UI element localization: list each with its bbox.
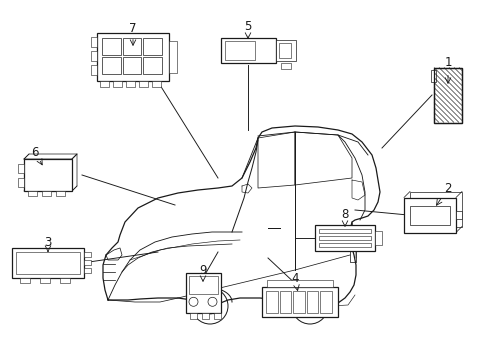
Bar <box>143 38 162 55</box>
Bar <box>42 191 51 196</box>
Bar <box>265 291 277 313</box>
Bar <box>97 33 169 81</box>
Bar <box>100 81 109 87</box>
Bar <box>409 206 449 225</box>
Text: 5: 5 <box>244 19 251 32</box>
Bar <box>18 164 24 173</box>
Bar <box>84 268 91 273</box>
Bar <box>433 68 461 122</box>
Bar <box>188 276 217 294</box>
Bar <box>275 40 295 60</box>
Bar <box>189 313 196 319</box>
Bar <box>152 81 161 87</box>
Bar <box>16 252 80 274</box>
Text: 3: 3 <box>44 235 52 248</box>
Text: 7: 7 <box>129 22 137 35</box>
Text: 2: 2 <box>443 181 451 194</box>
Bar <box>201 313 208 319</box>
Bar <box>433 68 461 122</box>
Bar <box>318 243 370 247</box>
Bar <box>455 211 461 219</box>
Bar <box>20 278 30 283</box>
Bar <box>314 225 374 251</box>
Text: 8: 8 <box>341 208 348 221</box>
Bar <box>122 57 141 74</box>
Bar <box>24 159 72 191</box>
Bar <box>91 51 97 61</box>
Bar <box>113 81 122 87</box>
Bar <box>102 38 121 55</box>
Bar <box>213 313 220 319</box>
Bar <box>60 278 70 283</box>
Bar <box>28 191 37 196</box>
Text: 4: 4 <box>291 271 298 284</box>
Bar <box>91 65 97 75</box>
Bar <box>185 273 220 313</box>
Bar <box>139 81 148 87</box>
Bar <box>306 291 318 313</box>
Bar <box>102 57 121 74</box>
Bar <box>320 291 331 313</box>
Bar <box>126 81 135 87</box>
Bar <box>40 278 50 283</box>
Bar <box>220 37 275 63</box>
Bar <box>224 40 254 59</box>
Bar <box>430 69 435 81</box>
Bar <box>279 291 291 313</box>
Bar <box>12 248 84 278</box>
Bar <box>84 252 91 257</box>
Bar <box>56 191 65 196</box>
Text: 6: 6 <box>31 145 39 158</box>
Bar <box>169 41 177 73</box>
Bar <box>262 287 337 317</box>
Bar <box>293 291 304 313</box>
Text: 1: 1 <box>443 57 451 69</box>
Bar <box>318 236 370 240</box>
Bar <box>266 280 332 287</box>
Bar <box>278 42 290 58</box>
Bar <box>143 57 162 74</box>
Bar <box>374 231 381 245</box>
Bar <box>280 63 290 68</box>
Bar <box>122 38 141 55</box>
Text: 9: 9 <box>199 264 206 276</box>
Bar <box>91 37 97 47</box>
Bar <box>84 260 91 265</box>
Bar <box>409 192 461 226</box>
Bar <box>318 229 370 233</box>
Bar <box>403 198 455 233</box>
Bar <box>18 178 24 187</box>
